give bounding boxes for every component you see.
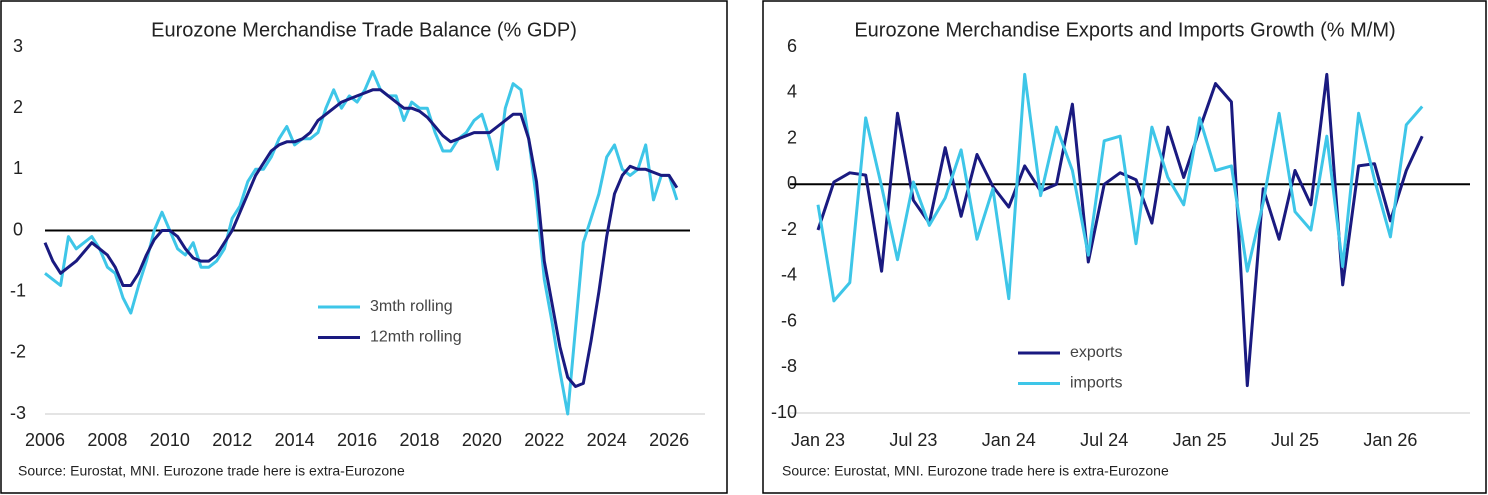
y-tick-label: 6 xyxy=(787,36,797,56)
x-tick-label: 2010 xyxy=(150,430,190,450)
x-tick-label: Jan 23 xyxy=(791,430,845,450)
series-line xyxy=(43,88,679,388)
y-tick-label: 2 xyxy=(787,127,797,147)
x-tick-label: 2014 xyxy=(275,430,315,450)
source-note: Source: Eurostat, MNI. Eurozone trade he… xyxy=(782,463,1169,479)
source-note: Source: Eurostat, MNI. Eurozone trade he… xyxy=(18,463,405,479)
x-tick-label: 2022 xyxy=(524,430,564,450)
series-line xyxy=(816,72,1424,303)
y-tick-label: -10 xyxy=(771,402,797,422)
y-tick-label: 2 xyxy=(13,97,23,117)
legend-label: 12mth rolling xyxy=(370,329,462,346)
x-tick-label: Jul 23 xyxy=(889,430,937,450)
y-tick-label: 4 xyxy=(787,82,797,102)
x-tick-label: 2020 xyxy=(462,430,502,450)
y-tick-label: -6 xyxy=(781,310,797,330)
x-tick-label: Jan 25 xyxy=(1173,430,1227,450)
legend-label: 3mth rolling xyxy=(370,298,453,315)
x-tick-label: Jul 24 xyxy=(1080,430,1128,450)
panel-border xyxy=(0,0,728,494)
y-tick-label: 3 xyxy=(13,36,23,56)
x-tick-label: 2024 xyxy=(587,430,627,450)
y-tick-label: -4 xyxy=(781,265,797,285)
y-tick-label: 1 xyxy=(13,158,23,178)
chart-title: Eurozone Merchandise Trade Balance (% GD… xyxy=(151,19,577,41)
y-tick-label: -8 xyxy=(781,356,797,376)
series-line xyxy=(44,70,679,416)
x-tick-label: Jan 26 xyxy=(1363,430,1417,450)
panel-border xyxy=(762,0,1487,494)
y-tick-label: 0 xyxy=(787,173,797,193)
y-tick-label: -2 xyxy=(10,342,26,362)
legend-label: exports xyxy=(1070,344,1122,361)
x-tick-label: Jan 24 xyxy=(982,430,1036,450)
y-tick-label: -2 xyxy=(781,219,797,239)
legend-label: imports xyxy=(1070,375,1122,392)
y-tick-label: -1 xyxy=(10,280,26,300)
x-tick-label: 2018 xyxy=(399,430,439,450)
series-line xyxy=(816,72,1424,388)
y-tick-label: -3 xyxy=(10,403,26,423)
x-tick-label: 2026 xyxy=(649,430,689,450)
x-tick-label: 2016 xyxy=(337,430,377,450)
x-tick-label: Jul 25 xyxy=(1271,430,1319,450)
chart-title: Eurozone Merchandise Exports and Imports… xyxy=(854,19,1395,41)
x-tick-label: 2012 xyxy=(212,430,252,450)
y-tick-label: 0 xyxy=(13,219,23,239)
x-tick-label: 2008 xyxy=(87,430,127,450)
x-tick-label: 2006 xyxy=(25,430,65,450)
